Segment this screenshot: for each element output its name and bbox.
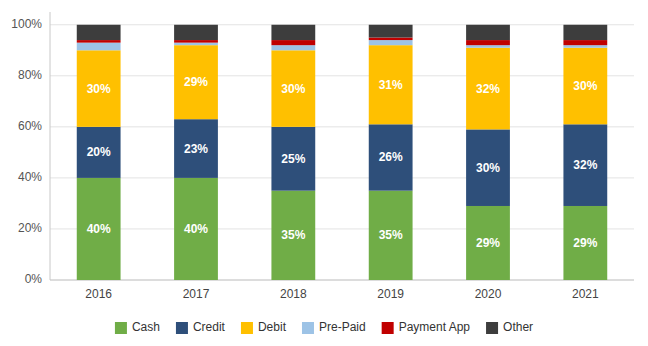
- bar-segment: [174, 40, 218, 43]
- data-label: 29%: [573, 236, 597, 250]
- y-tick-label: 20%: [18, 221, 42, 235]
- x-tick-label: 2017: [183, 287, 210, 301]
- bar-segment: [466, 129, 510, 206]
- data-label: 32%: [573, 158, 597, 172]
- legend-label: Debit: [258, 320, 287, 334]
- legend-swatch: [486, 322, 498, 334]
- data-label: 40%: [87, 222, 111, 236]
- legend-label: Pre-Paid: [319, 320, 366, 334]
- legend-item: Payment App: [382, 320, 471, 334]
- bar-segment: [369, 45, 413, 124]
- bar-segment: [563, 48, 607, 125]
- y-tick-label: 100%: [11, 17, 42, 31]
- data-label: 29%: [184, 75, 208, 89]
- grid-line: [50, 177, 634, 178]
- y-tick-label: 0%: [25, 272, 43, 286]
- y-tick-label: 60%: [18, 119, 42, 133]
- legend-label: Cash: [132, 320, 160, 334]
- x-tick-label: 2020: [475, 287, 502, 301]
- bar-segment: [369, 40, 413, 45]
- data-label: 30%: [476, 161, 500, 175]
- bar-segment: [77, 40, 121, 43]
- bar-segment: [174, 119, 218, 178]
- bar-segment: [369, 25, 413, 38]
- bar-segment: [174, 43, 218, 46]
- grid-line: [50, 280, 634, 281]
- grid-line: [50, 228, 634, 229]
- y-axis-line: [50, 12, 51, 280]
- x-tick-label: 2019: [377, 287, 404, 301]
- x-tick-label: 2016: [85, 287, 112, 301]
- bar-segment: [174, 45, 218, 119]
- legend: Cash Credit Debit Pre-Paid Payment App Other: [115, 320, 533, 334]
- grid-line: [50, 24, 634, 25]
- bar-segment: [271, 127, 315, 191]
- data-label: 25%: [281, 152, 305, 166]
- bar-segment: [271, 40, 315, 45]
- y-tick-label: 40%: [18, 170, 42, 184]
- bar-segment: [77, 43, 121, 51]
- bar-segment: [369, 38, 413, 41]
- x-tick-label: 2018: [280, 287, 307, 301]
- data-label: 23%: [184, 142, 208, 156]
- bar-segment: [563, 45, 607, 48]
- bar-segment: [563, 124, 607, 206]
- x-tick-label: 2021: [572, 287, 599, 301]
- bar-segment: [271, 25, 315, 40]
- data-label: 26%: [379, 150, 403, 164]
- bar-segment: [563, 206, 607, 280]
- bar-segment: [466, 25, 510, 40]
- data-label: 20%: [87, 145, 111, 159]
- data-label: 30%: [281, 82, 305, 96]
- bar-segment: [271, 45, 315, 50]
- data-labels: 40% 40% 35% 35% 29% 29% 20% 23% 25% 26% 30% 32% 30% 2…: [87, 75, 598, 250]
- data-label: 40%: [184, 222, 208, 236]
- y-tick-label: 80%: [18, 68, 42, 82]
- data-label: 31%: [379, 78, 403, 92]
- legend-item: Debit: [241, 320, 287, 334]
- bar-segment: [369, 191, 413, 280]
- bar-segment: [466, 206, 510, 280]
- bar-segment: [271, 191, 315, 280]
- bar-segment: [174, 25, 218, 40]
- chart: 0% 20% 40% 60% 80% 100% 40% 40% 35% 35% 29% 29% 20% 2…: [0, 0, 648, 346]
- legend-label: Credit: [193, 320, 226, 334]
- legend-item: Pre-Paid: [302, 320, 366, 334]
- legend-swatch: [176, 322, 188, 334]
- data-label: 32%: [476, 82, 500, 96]
- bar-segment: [563, 25, 607, 40]
- bars: [77, 25, 607, 280]
- bar-segment: [466, 45, 510, 48]
- bar-segment: [77, 127, 121, 178]
- legend-label: Other: [503, 320, 533, 334]
- bar-segment: [77, 25, 121, 40]
- y-grid: [50, 25, 634, 280]
- data-label: 35%: [379, 228, 403, 242]
- data-label: 35%: [281, 228, 305, 242]
- bar-segment: [174, 178, 218, 280]
- data-label: 30%: [87, 82, 111, 96]
- grid-line: [50, 75, 634, 76]
- legend-swatch: [302, 322, 314, 334]
- legend-item: Other: [486, 320, 533, 334]
- legend-swatch: [382, 322, 394, 334]
- bar-segment: [271, 50, 315, 127]
- bar-segment: [466, 40, 510, 45]
- bar-segment: [563, 40, 607, 45]
- x-axis-line: [50, 280, 634, 281]
- bar-segment: [77, 178, 121, 280]
- bar-segment: [466, 48, 510, 130]
- data-label: 29%: [476, 236, 500, 250]
- data-label: 30%: [573, 79, 597, 93]
- legend-item: Credit: [176, 320, 226, 334]
- legend-swatch: [115, 322, 127, 334]
- bar-segment: [77, 50, 121, 127]
- legend-item: Cash: [115, 320, 160, 334]
- bar-segment: [369, 124, 413, 190]
- legend-label: Payment App: [399, 320, 471, 334]
- legend-swatch: [241, 322, 253, 334]
- grid-line: [50, 126, 634, 127]
